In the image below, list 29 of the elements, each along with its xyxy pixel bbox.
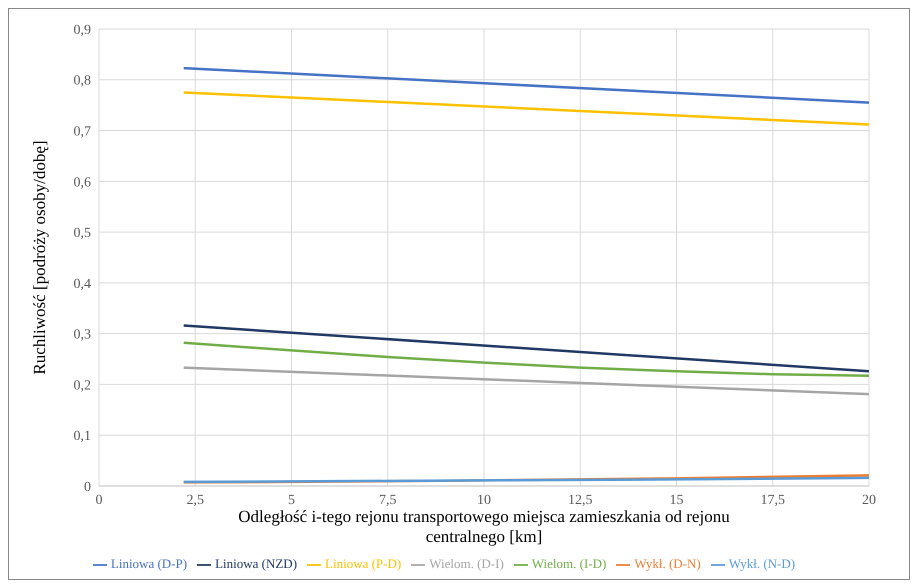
legend-label: Wielom. (D-I) — [429, 556, 504, 571]
y-tick-label: 0,7 — [74, 124, 91, 140]
x-tick-label: 5 — [288, 492, 295, 508]
legend-label: Wykł. (D-N) — [634, 556, 701, 571]
x-tick-label: 12,5 — [568, 492, 592, 508]
x-tick-label: 15 — [670, 492, 684, 508]
y-tick-label: 0,5 — [74, 226, 91, 242]
legend-label: Liniowa (P-D) — [325, 556, 402, 571]
x-axis-title: Odległość i-tego rejonu transportowego miejsca zamieszkania od rejonu centralnego [km] — [238, 506, 730, 546]
x-tick-label: 10 — [477, 492, 491, 508]
y-tick-label: 0,2 — [74, 378, 91, 394]
y-tick-label: 0,6 — [74, 175, 91, 190]
legend-label: Liniowa (D-P) — [110, 556, 188, 571]
y-tick-label: 0,1 — [74, 429, 91, 444]
x-tick-label: 7,5 — [379, 492, 396, 508]
y-axis-title: Ruchliwość [podróży osoby/dobę] — [30, 140, 50, 375]
y-tick-label: 0,8 — [74, 74, 91, 89]
y-tick-label: 0,3 — [74, 328, 91, 343]
y-tick-label: 0,4 — [74, 276, 91, 292]
x-tick-label: 0 — [96, 492, 102, 508]
legend-label: Wykł. (N-D) — [728, 556, 796, 571]
legend-label: Liniowa (NZD) — [215, 556, 298, 571]
y-tick-label: 0 — [84, 480, 91, 495]
y-tick-label: 0,9 — [74, 22, 91, 38]
legend-label: Wielom. (I-D) — [532, 556, 606, 571]
line-series — [182, 342, 869, 378]
x-tick-label: 20 — [862, 492, 876, 508]
x-tick-label: 2,5 — [186, 492, 204, 508]
x-tick-label: 17,5 — [760, 492, 785, 508]
